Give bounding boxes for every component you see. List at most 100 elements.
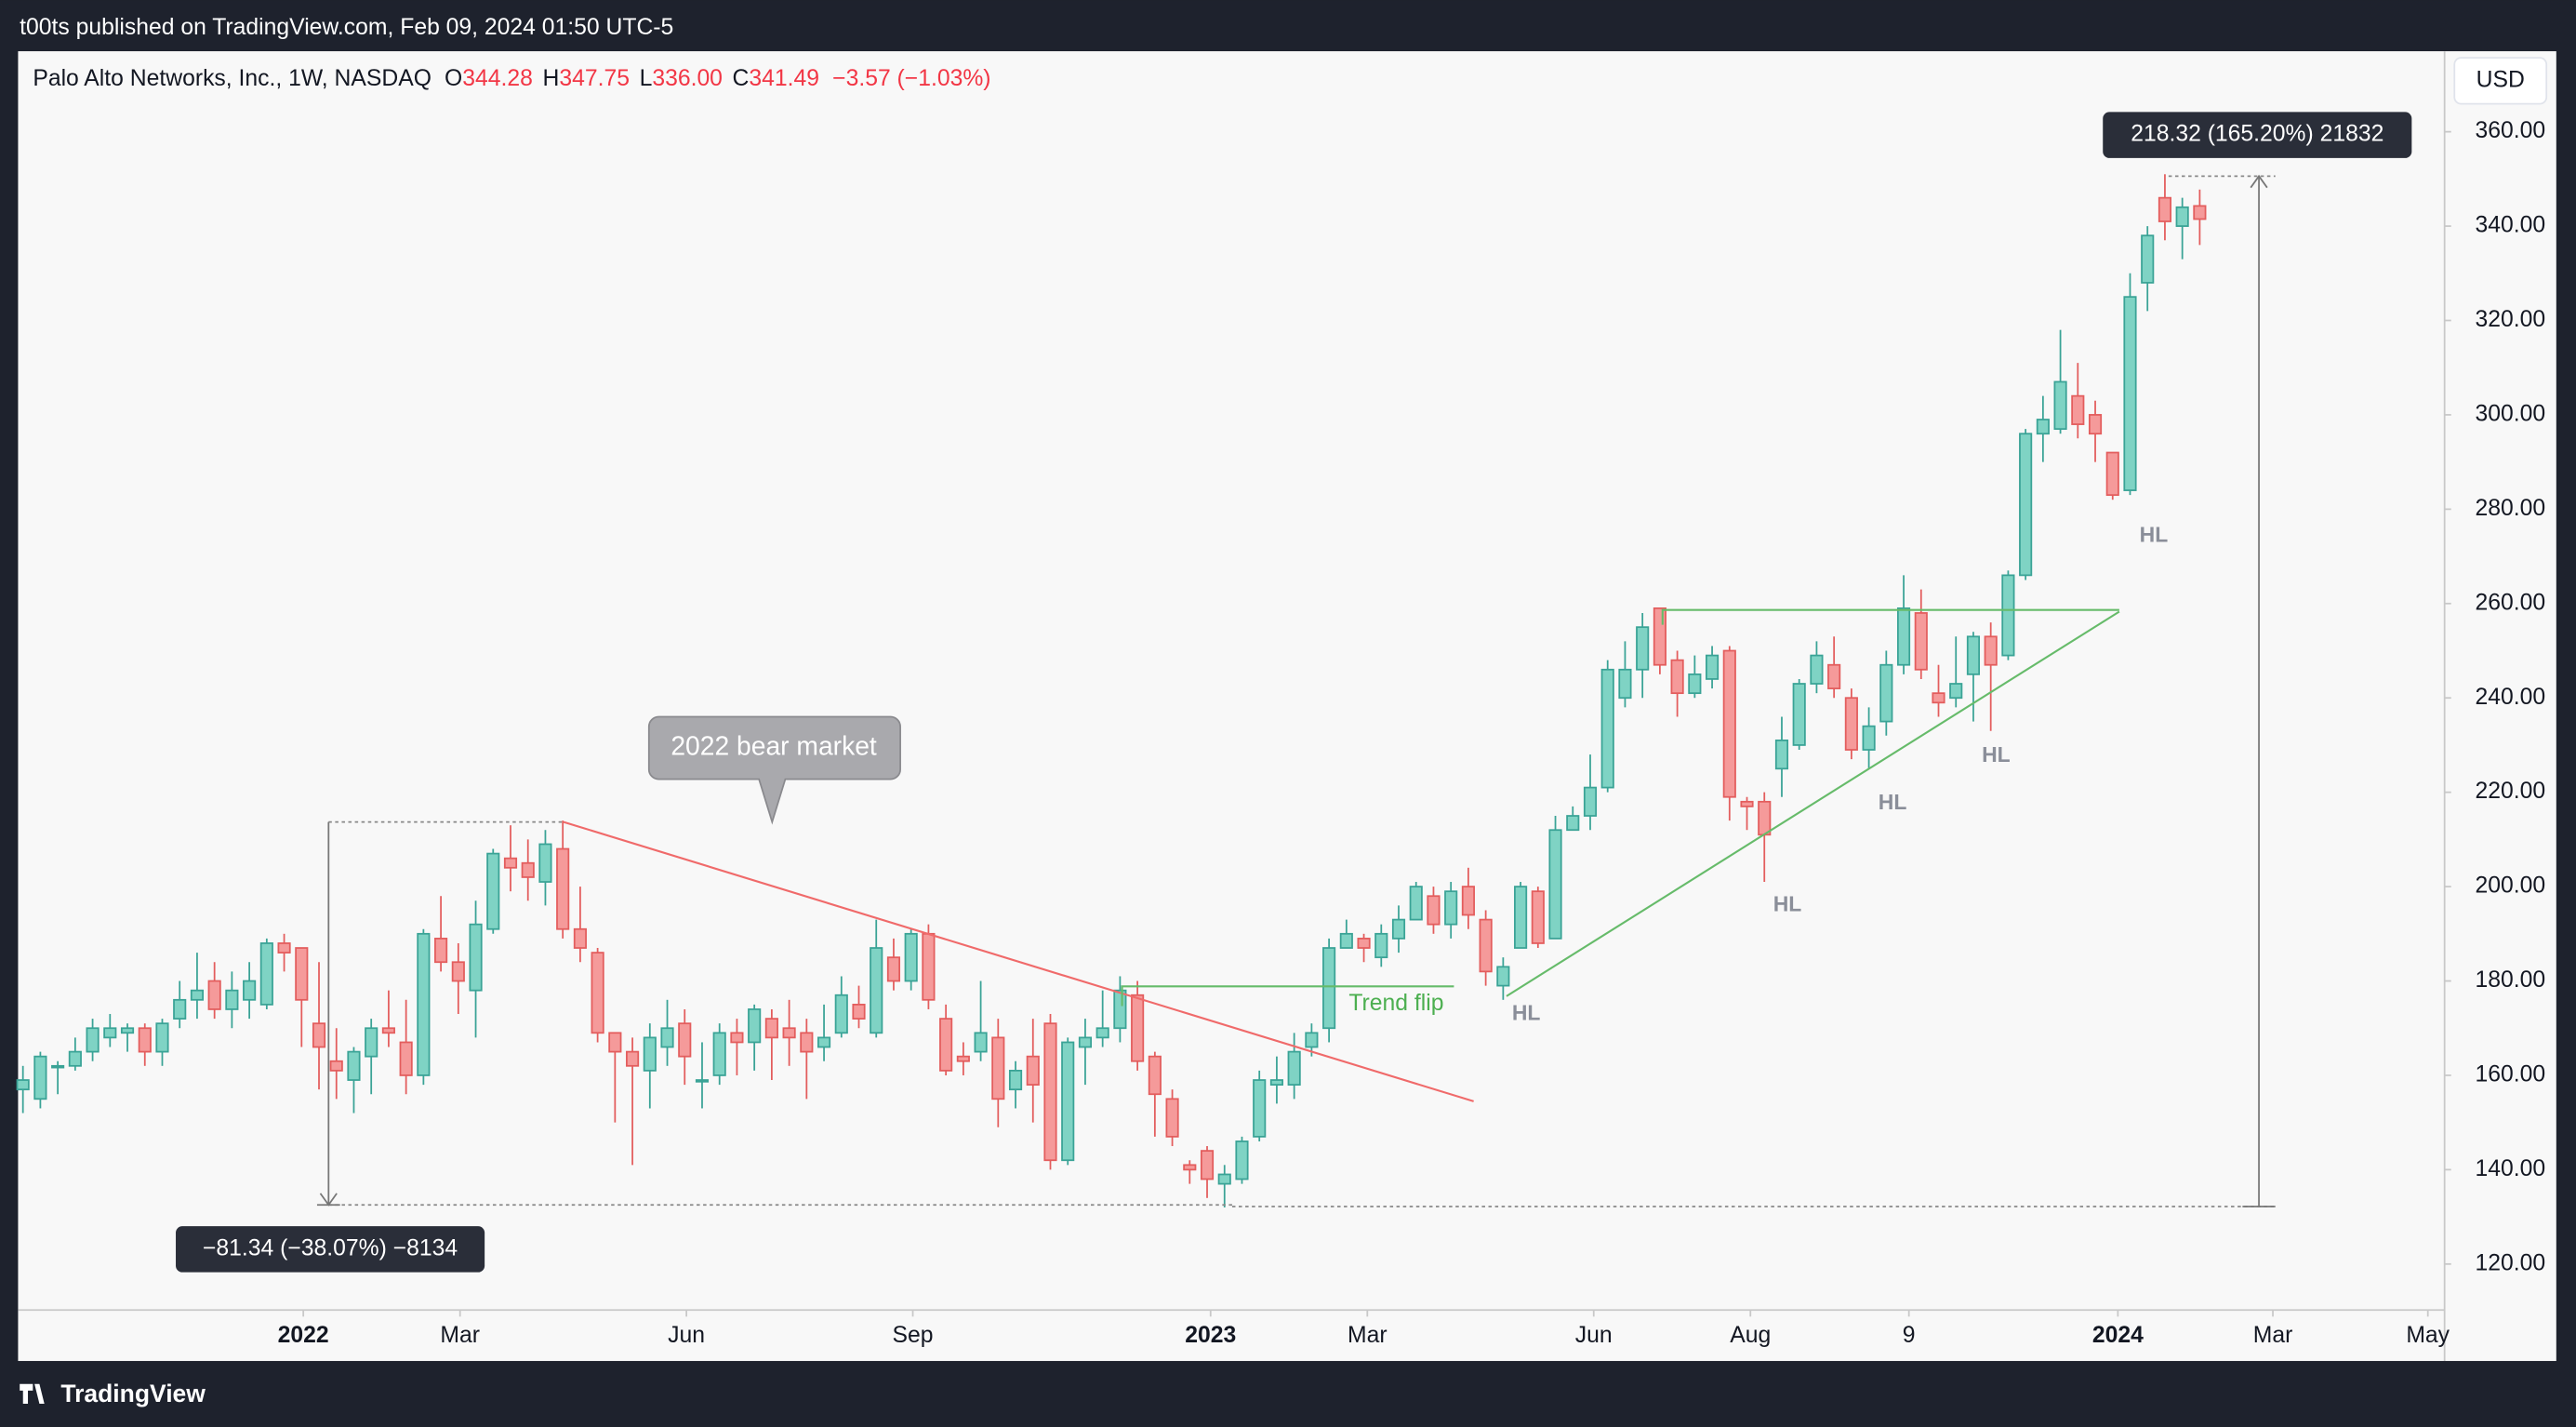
candle-body [904, 932, 918, 982]
candle-body [1427, 895, 1441, 926]
candle-body [2053, 380, 2067, 431]
candle-body [451, 961, 465, 982]
x-tick-label: 9 [1903, 1323, 1916, 1348]
candle-body [626, 1050, 640, 1067]
candle-body [1932, 692, 1945, 704]
candle-body [782, 1027, 796, 1039]
y-tick-label: 200.00 [2476, 874, 2546, 899]
candle-body [1618, 668, 1632, 700]
candle-body [1514, 886, 1528, 949]
callout [647, 715, 901, 825]
candle-body [1444, 890, 1458, 926]
candle-body [1949, 683, 1963, 700]
candle-body [1548, 829, 1562, 940]
x-tick-label: Aug [1730, 1323, 1771, 1348]
candle-body [381, 1027, 395, 1034]
candle-body [2088, 414, 2103, 435]
candle-body [103, 1027, 117, 1039]
x-tick-label: Jun [668, 1323, 705, 1348]
bear-trendline [563, 820, 1474, 1102]
candle-body [207, 980, 221, 1010]
candle-body [974, 1032, 988, 1053]
ohlc-key: C [733, 66, 750, 91]
ohlc-value: 347.75 [559, 66, 630, 91]
candle-body [1862, 725, 1876, 751]
candle-body [643, 1036, 657, 1072]
candle-body [2071, 394, 2085, 425]
candle-body [573, 927, 587, 949]
candle-body [1792, 683, 1806, 746]
candle-body [173, 998, 187, 1020]
candle-body [1113, 989, 1127, 1030]
candle-body [660, 1027, 674, 1048]
publish-info: t00ts published on TradingView.com, Feb … [20, 15, 673, 40]
chart-area [18, 51, 2556, 1362]
x-tick-label: May [2406, 1323, 2450, 1348]
candle-body [800, 1032, 814, 1053]
candle-body [295, 947, 309, 1001]
candle-body [538, 843, 552, 883]
candle-body [503, 857, 518, 869]
currency-button[interactable] [2453, 57, 2548, 105]
candle-body [1636, 626, 1650, 671]
candle-body [1357, 937, 1371, 949]
candle-body [1235, 1140, 1249, 1180]
candle-body [469, 923, 483, 992]
candle-body [991, 1036, 1005, 1100]
candle-body [138, 1027, 152, 1053]
trend-flip-line [1121, 985, 1454, 1007]
y-tick-label: 160.00 [2476, 1061, 2546, 1087]
y-tick-label: 180.00 [2476, 967, 2546, 993]
candle-body [1740, 800, 1754, 807]
candle-body [1008, 1070, 1023, 1091]
ohlc-key: O [445, 66, 462, 91]
candle-body [695, 1079, 710, 1083]
candle-body [1688, 673, 1702, 695]
measure-arrow [2250, 174, 2268, 189]
candle-body [1026, 1055, 1040, 1086]
candle-body [486, 852, 500, 930]
candle-body [2175, 206, 2189, 227]
candle-body [1827, 663, 1841, 689]
candle-body [1165, 1098, 1179, 1138]
brand: TradingView [60, 1380, 206, 1407]
candle-body [2193, 205, 2207, 220]
candle-body [1758, 800, 1772, 836]
x-tick-label: Mar [440, 1323, 480, 1348]
ohlc-key: H [543, 66, 560, 91]
candle-body [312, 1022, 326, 1048]
hl-label: HL [1982, 742, 2011, 767]
candle-body [1600, 668, 1614, 789]
candle-body [1183, 1164, 1197, 1171]
currency[interactable]: USD [2476, 67, 2525, 92]
candle-body [2001, 574, 2015, 657]
candle-body [1722, 649, 1736, 798]
measure-label: 218.32 (165.20%) 21832 [2131, 122, 2383, 147]
change: −3.57 (−1.03%) [832, 66, 990, 91]
candle-body [1984, 635, 1998, 666]
candle-body [2019, 433, 2033, 577]
y-tick-label: 240.00 [2476, 685, 2546, 710]
y-tick-label: 120.00 [2476, 1250, 2546, 1275]
x-tick-label: 2024 [2092, 1323, 2144, 1348]
candle-body [51, 1064, 65, 1069]
candle-body [1810, 654, 1824, 685]
candle-body [1774, 739, 1789, 770]
candle-body [1200, 1150, 1215, 1180]
candle-body [1566, 815, 1580, 832]
candle-body [1914, 612, 1928, 671]
candle-body [1706, 654, 1720, 680]
x-tick-label: 2022 [278, 1323, 329, 1348]
candle-body [225, 989, 239, 1010]
candle-body [1653, 607, 1666, 666]
candle-body [1479, 918, 1493, 973]
candle-body [1269, 1079, 1283, 1086]
candle-body [329, 1060, 343, 1072]
hl-label: HL [2140, 522, 2169, 546]
logo-mark [20, 1383, 45, 1404]
candle-body [33, 1055, 47, 1100]
candle-body [1461, 886, 1475, 916]
trend-flip-label: Trend flip [1348, 991, 1443, 1016]
